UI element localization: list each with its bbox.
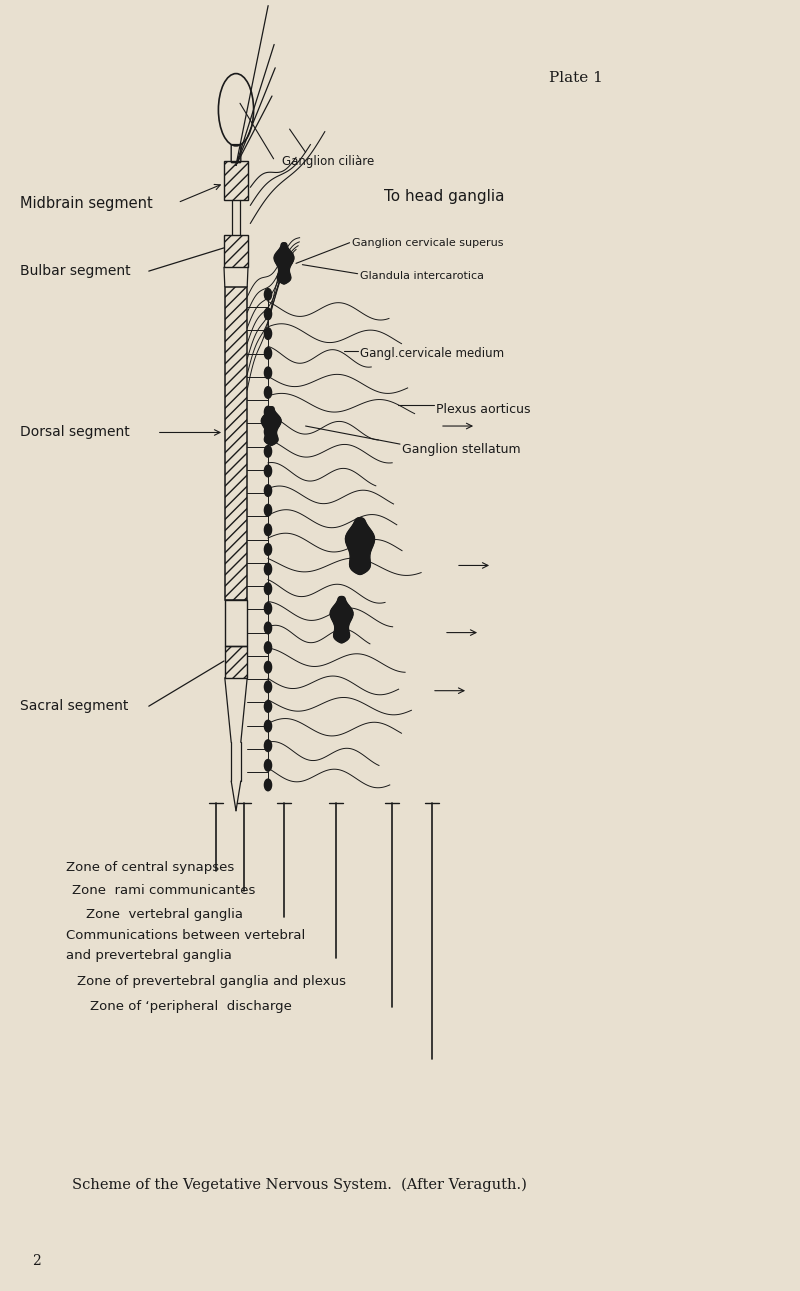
Circle shape — [264, 622, 272, 634]
Polygon shape — [330, 596, 353, 643]
Text: Ganglion stellatum: Ganglion stellatum — [402, 443, 520, 456]
Circle shape — [264, 759, 272, 771]
Circle shape — [264, 288, 272, 300]
Text: To head ganglia: To head ganglia — [384, 188, 505, 204]
Circle shape — [264, 367, 272, 378]
Text: Zone of ‘peripheral  discharge: Zone of ‘peripheral discharge — [90, 1001, 291, 1013]
Text: Zone of prevertebral ganglia and plexus: Zone of prevertebral ganglia and plexus — [77, 975, 346, 988]
Circle shape — [264, 544, 272, 555]
Circle shape — [264, 465, 272, 476]
Circle shape — [264, 701, 272, 713]
Circle shape — [264, 682, 272, 692]
Bar — [225, 646, 247, 678]
Circle shape — [264, 426, 272, 438]
Circle shape — [264, 720, 272, 732]
Text: Gangl.cervicale medium: Gangl.cervicale medium — [360, 347, 504, 360]
Text: Bulbar segment: Bulbar segment — [20, 265, 130, 278]
Circle shape — [264, 445, 272, 457]
Text: Ganglion cervicale superus: Ganglion cervicale superus — [352, 238, 503, 248]
Circle shape — [264, 524, 272, 536]
Polygon shape — [346, 518, 374, 574]
Text: Plexus aorticus: Plexus aorticus — [436, 403, 530, 416]
Polygon shape — [274, 243, 294, 284]
Circle shape — [264, 642, 272, 653]
Circle shape — [264, 387, 272, 398]
Text: Zone  rami communicantes: Zone rami communicantes — [72, 884, 255, 897]
Bar — [224, 235, 248, 267]
Circle shape — [264, 603, 272, 615]
Circle shape — [264, 407, 272, 418]
Circle shape — [264, 485, 272, 497]
Text: 2: 2 — [32, 1254, 41, 1268]
Text: Dorsal segment: Dorsal segment — [20, 426, 130, 439]
Circle shape — [264, 661, 272, 673]
Circle shape — [264, 328, 272, 340]
Bar — [225, 287, 247, 600]
Text: Midbrain segment: Midbrain segment — [20, 196, 153, 212]
Circle shape — [264, 582, 272, 594]
Bar — [224, 161, 248, 200]
Text: Zone of central synapses: Zone of central synapses — [66, 861, 234, 874]
Text: Ganglion ciliàre: Ganglion ciliàre — [282, 155, 374, 168]
Text: Communications between vertebral: Communications between vertebral — [66, 930, 305, 942]
Text: Scheme of the Vegetative Nervous System.  (After Veraguth.): Scheme of the Vegetative Nervous System.… — [72, 1177, 527, 1193]
Circle shape — [264, 505, 272, 516]
Text: Sacral segment: Sacral segment — [20, 700, 128, 713]
Text: Glandula intercarotica: Glandula intercarotica — [360, 271, 484, 281]
Text: Zone  vertebral ganglia: Zone vertebral ganglia — [86, 908, 243, 920]
Text: Plate 1: Plate 1 — [549, 71, 603, 85]
Polygon shape — [262, 407, 281, 445]
Text: and prevertebral ganglia: and prevertebral ganglia — [66, 949, 231, 962]
Bar — [225, 600, 247, 646]
Circle shape — [264, 778, 272, 790]
Circle shape — [264, 309, 272, 320]
Circle shape — [264, 563, 272, 574]
Circle shape — [264, 740, 272, 751]
Circle shape — [264, 347, 272, 359]
